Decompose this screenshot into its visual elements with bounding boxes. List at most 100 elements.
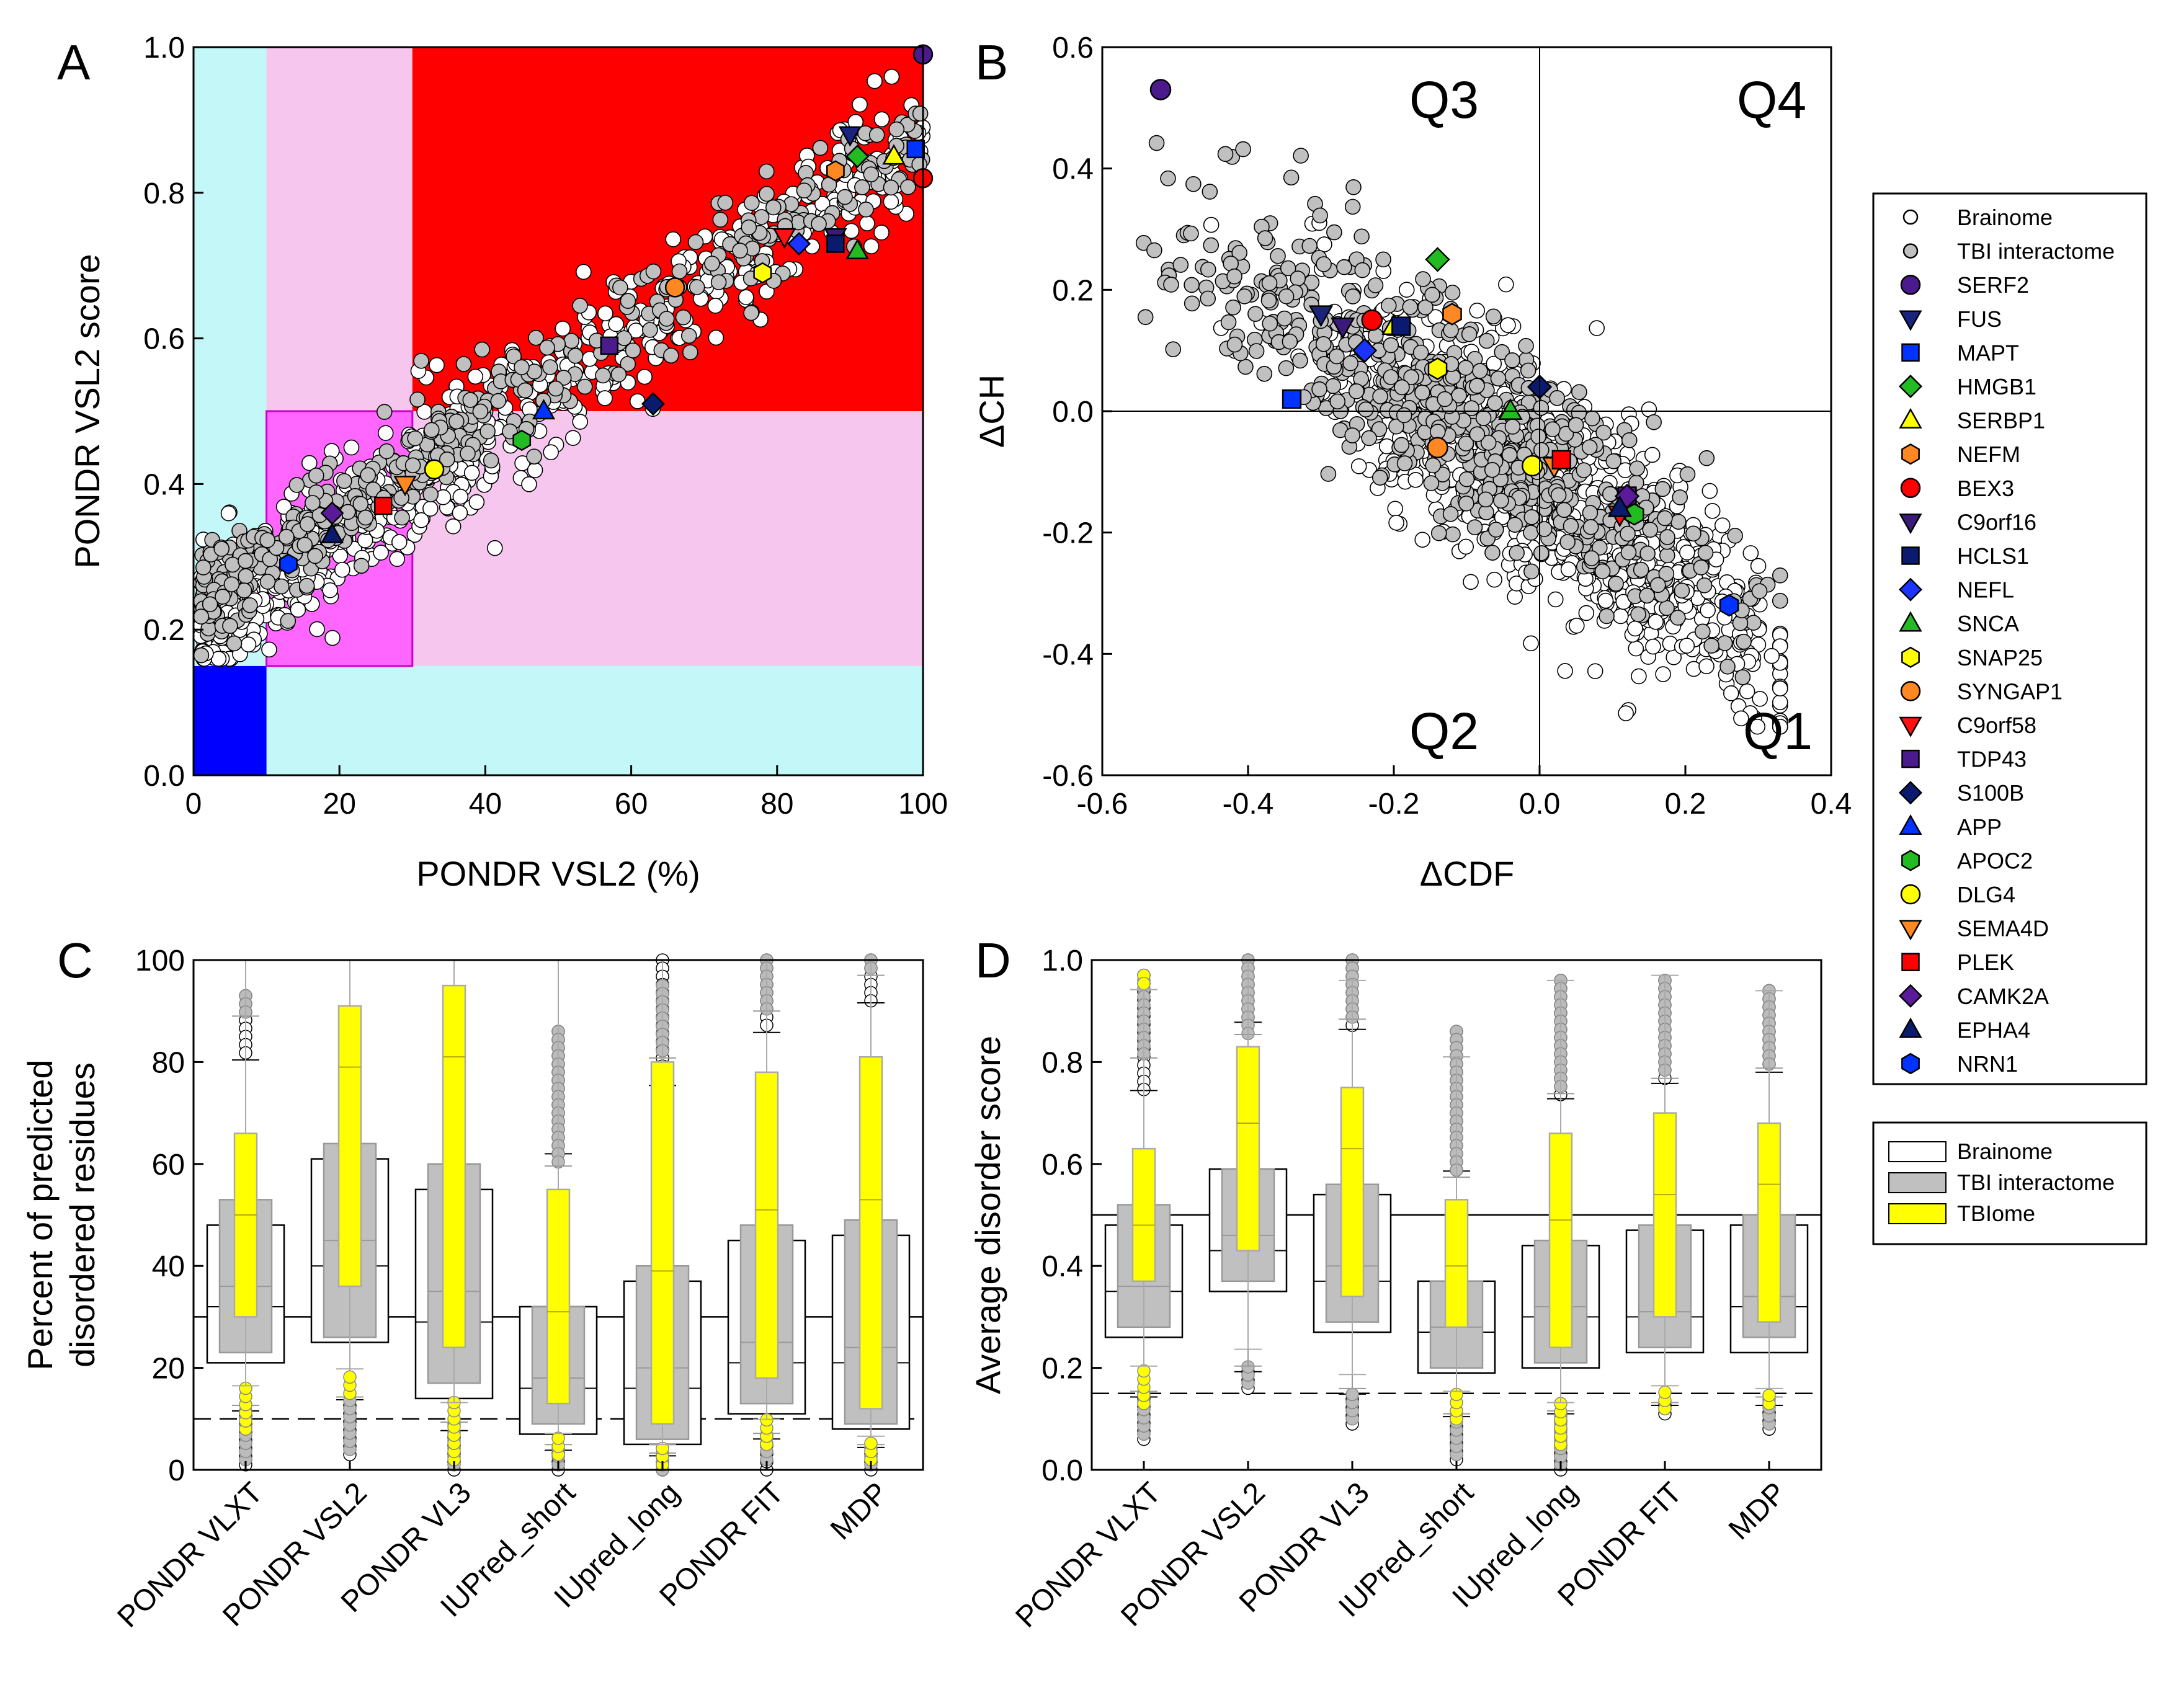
- legend-label-bex3: BEX3: [1957, 476, 2014, 501]
- tbi-interactome-point: [1217, 146, 1234, 162]
- tbi-interactome-point: [1485, 308, 1502, 325]
- tbi-interactome-point: [1772, 592, 1788, 609]
- box-group-pondr-vl3: [414, 959, 494, 1477]
- brainome-point: [1772, 680, 1788, 696]
- legend-symbol-plek: [1901, 953, 1920, 971]
- tbi-interactome-point: [1202, 184, 1218, 200]
- brainome-point: [852, 96, 868, 113]
- tbi-interactome-point: [1393, 437, 1410, 453]
- tbi-interactome-point: [1472, 363, 1488, 379]
- box-group-mdp: [831, 953, 911, 1477]
- legend-symbol-bex3: [1900, 478, 1921, 499]
- tbi-interactome-point: [710, 274, 727, 290]
- brainome-point: [1578, 605, 1595, 621]
- marker-nrn1: [279, 553, 298, 575]
- legend-label-sema4d: SEMA4D: [1957, 916, 2049, 941]
- tbi-interactome-point: [1458, 471, 1475, 487]
- tbi-interactome-point: [238, 568, 254, 584]
- brainome-point: [843, 223, 860, 239]
- tbi-interactome-point: [448, 413, 465, 430]
- legend-symbol-tbi-interactome: [1902, 243, 1919, 259]
- tbi-interactome-point: [1326, 224, 1342, 241]
- brainome-point: [1498, 276, 1514, 293]
- outlier-point: [864, 1436, 878, 1451]
- tbi-interactome-point: [1372, 388, 1388, 404]
- tbi-interactome-point: [1336, 259, 1352, 275]
- tbiome-box: [546, 1188, 571, 1405]
- tbi-interactome-point: [274, 578, 290, 595]
- brainome-point: [324, 629, 341, 646]
- marker-hmgb1: [845, 145, 870, 169]
- tbi-interactome-point: [193, 647, 210, 664]
- tbi-interactome-point: [280, 613, 297, 629]
- tbi-interactome-point: [226, 635, 243, 652]
- marker-snca: [845, 238, 869, 259]
- brainome-point: [1612, 608, 1629, 625]
- d-y-tick-label: 0.8: [1041, 1046, 1083, 1079]
- tbi-interactome-point: [1582, 519, 1599, 535]
- brainome-point: [564, 430, 581, 447]
- tbi-interactome-point: [1703, 638, 1719, 654]
- legend-label-snap25: SNAP25: [1957, 645, 2043, 670]
- tbi-interactome-point: [1523, 563, 1540, 580]
- brainome-point: [1644, 447, 1661, 463]
- marker-nrn1: [1719, 594, 1739, 617]
- tbi-interactome-point: [704, 256, 720, 272]
- marker-nefl: [787, 231, 811, 256]
- tbiome-outliers: [447, 1395, 461, 1467]
- brainome-point: [445, 518, 462, 535]
- tbi-interactome-point: [352, 496, 369, 512]
- brainome-point: [1469, 302, 1486, 319]
- tbiome-outliers: [239, 1381, 252, 1436]
- panel-a-y-ticks: 0.0 0.2 0.4 0.6 0.8 1.0: [143, 32, 203, 793]
- brainome-point: [467, 368, 484, 385]
- panel-b-x-tick-label: 0.4: [1811, 788, 1852, 821]
- brainome-point: [389, 551, 406, 567]
- tbi-interactome-point: [1226, 336, 1243, 353]
- category-label-mdp: MDP: [1723, 1476, 1793, 1546]
- box-group-mdp: [1729, 984, 1809, 1436]
- tbi-interactome-point: [455, 356, 472, 372]
- tbi-interactome-point: [1235, 141, 1251, 158]
- tbi-interactome-point: [610, 366, 627, 383]
- tbi-interactome-point: [1172, 257, 1189, 273]
- marker-s100b: [641, 392, 665, 416]
- legend-symbol-nefm: [1901, 443, 1920, 465]
- tbi-interactome-point: [462, 392, 479, 408]
- legend-symbol-tdp43: [1901, 749, 1920, 768]
- tbi-interactome-point: [1396, 455, 1413, 471]
- tbi-interactome-point: [242, 597, 258, 613]
- brainome-point: [1772, 718, 1788, 735]
- tbi-interactome-point: [1487, 522, 1504, 538]
- tbi-interactome-point: [682, 344, 698, 360]
- tbi-interactome-point: [1270, 248, 1286, 264]
- panel-a-y-tick-label: 0.2: [143, 614, 185, 647]
- tbi-interactome-point: [1466, 519, 1483, 535]
- tbi-interactome-point: [1693, 559, 1710, 576]
- tbi-interactome-point: [900, 179, 916, 195]
- tbi-interactome-point: [542, 359, 558, 375]
- brainome-point: [1387, 500, 1403, 517]
- tbi-interactome-point: [1520, 362, 1536, 379]
- tbi-interactome-point: [765, 199, 782, 216]
- brainome-point: [514, 455, 530, 471]
- tbi-interactome-point: [1478, 491, 1494, 508]
- region-1: [266, 665, 924, 775]
- box-group-iupred-short: [1417, 1025, 1496, 1467]
- brainome-point: [1500, 317, 1516, 333]
- tbi-interactome-point: [1200, 261, 1216, 278]
- tbi-interactome-point: [1549, 390, 1566, 406]
- panel-b-y-tick-label: -0.6: [1042, 760, 1094, 793]
- tbiome-box: [442, 984, 466, 1348]
- tbi-interactome-point: [1375, 251, 1391, 268]
- brainome-point: [1685, 661, 1702, 677]
- tbi-interactome-point: [1746, 615, 1762, 631]
- box-group-iupred-short: [519, 959, 598, 1477]
- tbi-interactome-point: [812, 140, 829, 156]
- legend-label-app: APP: [1957, 814, 2002, 840]
- outlier-point: [343, 1370, 357, 1384]
- marker-plek: [1551, 450, 1571, 469]
- tbi-interactome-point: [1608, 576, 1624, 592]
